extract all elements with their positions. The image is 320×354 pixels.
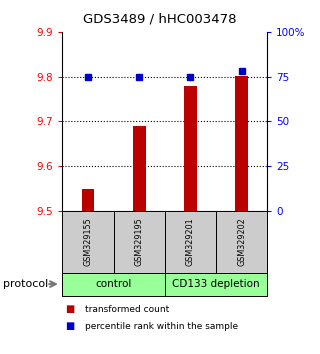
Text: ■: ■ — [66, 321, 75, 331]
Text: control: control — [95, 279, 132, 289]
Text: transformed count: transformed count — [85, 304, 169, 314]
Text: GSM329202: GSM329202 — [237, 217, 246, 266]
Text: protocol: protocol — [3, 279, 48, 289]
Bar — [184, 86, 197, 211]
Text: ■: ■ — [66, 304, 75, 314]
Text: GSM329155: GSM329155 — [84, 217, 92, 266]
Bar — [133, 126, 146, 211]
Text: CD133 depletion: CD133 depletion — [172, 279, 260, 289]
Text: GSM329195: GSM329195 — [135, 217, 144, 266]
Text: GSM329201: GSM329201 — [186, 217, 195, 266]
Text: percentile rank within the sample: percentile rank within the sample — [85, 321, 238, 331]
Bar — [82, 189, 94, 211]
Bar — [235, 76, 248, 211]
Text: GDS3489 / hHC003478: GDS3489 / hHC003478 — [83, 12, 237, 25]
